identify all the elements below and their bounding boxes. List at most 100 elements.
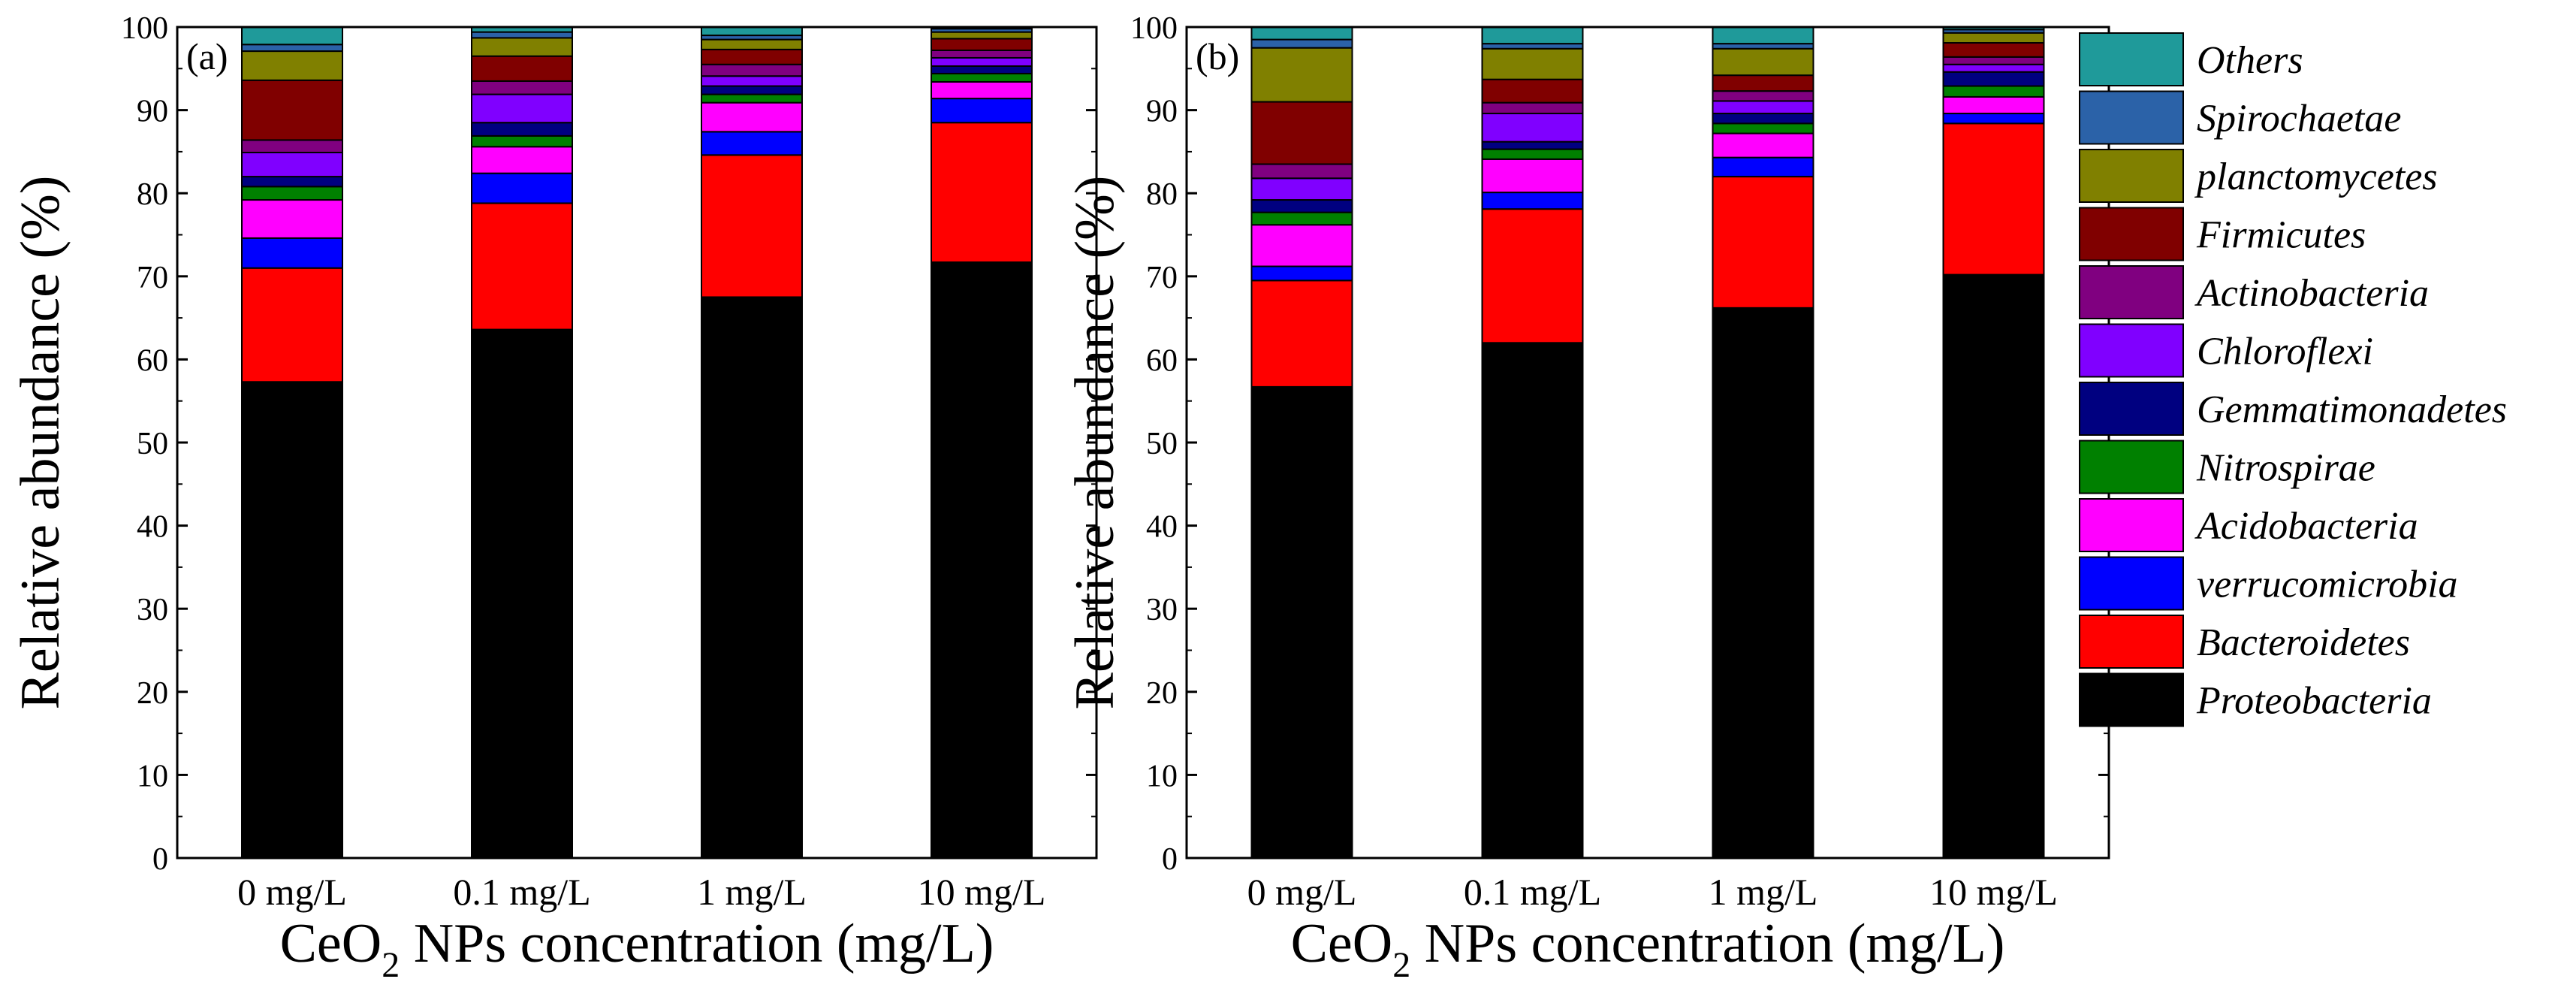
bar-a-0-1-mg-l-acidobacteria	[471, 146, 573, 174]
bar-a-1-mg-l-verrucomicrobia	[701, 131, 803, 156]
panel-label-b: (b)	[1196, 35, 1239, 77]
bar-b-0-1-mg-l-nitrospirae	[1481, 148, 1584, 160]
legend-label-nitrospirae: Nitrospirae	[2196, 447, 2375, 490]
y-tick-label-a-30: 30	[137, 593, 168, 627]
legend-label-spirochaetae: Spirochaetae	[2197, 98, 2401, 140]
legend-swatch-acidobacteria	[2079, 498, 2184, 552]
bar-a-10-mg-l-actinobacteria	[931, 49, 1033, 59]
bar-b-1-mg-l-others	[1712, 26, 1814, 45]
legend-swatch-chloroflexi	[2079, 323, 2184, 378]
bar-a-1-mg-l-actinobacteria	[701, 63, 803, 77]
bar-b-0-1-mg-l-verrucomicrobia	[1481, 192, 1584, 210]
bar-a-1-mg-l-acidobacteria	[701, 101, 803, 133]
bar-a-0-1-mg-l-firmicutes	[471, 55, 573, 82]
legend-swatch-proteobacteria	[2079, 672, 2184, 727]
y-tick-label-a-80: 80	[137, 177, 168, 212]
legend-label-planctomycetes: planctomycetes	[2194, 156, 2438, 198]
bar-a-0-1-mg-l-actinobacteria	[471, 80, 573, 95]
legend-swatch-others	[2079, 32, 2184, 86]
panel-b: 0 mg/L 0.1 mg/L 1 mg/L 10 mg/L 0 10 20 30 40 50 60…	[1064, 11, 2110, 985]
bar-a-0-1-mg-l-bacteroidetes	[471, 202, 573, 331]
bar-a-0-mg-l-planctomycetes	[241, 50, 343, 81]
y-tick-label-b-10: 10	[1146, 759, 1178, 793]
bar-a-0-mg-l-acidobacteria	[241, 199, 343, 239]
bar-b-0-mg-l-gemmatimonadetes	[1250, 199, 1353, 213]
bar-a-0-1-mg-l-gemmatimonadetes	[471, 122, 573, 137]
y-tick-label-a-70: 70	[137, 261, 168, 295]
bar-a-0-mg-l-firmicutes	[241, 79, 343, 141]
bar-b-0-mg-l-others	[1250, 26, 1353, 41]
bar-b-1-mg-l-planctomycetes	[1712, 47, 1814, 77]
bar-b-10-mg-l-gemmatimonadetes	[1942, 71, 2045, 87]
y-tick-label-a-0: 0	[152, 842, 168, 877]
bar-a-10-mg-l-acidobacteria	[931, 80, 1033, 100]
y-tick-label-a-100: 100	[121, 11, 168, 46]
bar-b-1-mg-l-bacteroidetes	[1712, 176, 1814, 309]
bar-b-1-mg-l-verrucomicrobia	[1712, 156, 1814, 178]
legend-label-firmicutes: Firmicutes	[2196, 214, 2366, 257]
bar-a-10-mg-l-firmicutes	[931, 38, 1033, 51]
bar-a-10-mg-l-planctomycetes	[931, 31, 1033, 40]
bar-b-0-mg-l-spirochaetae	[1250, 38, 1353, 49]
y-tick-label-b-100: 100	[1130, 11, 1178, 46]
legend-label-gemmatimonadetes: Gemmatimonadetes	[2197, 388, 2507, 431]
bar-a-0-mg-l-nitrospirae	[241, 186, 343, 201]
bar-a-10-mg-l-verrucomicrobia	[931, 98, 1033, 124]
legend-swatch-verrucomicrobia	[2079, 556, 2184, 611]
legend-swatch-spirochaetae	[2079, 90, 2184, 145]
category-label-a-1-mg-l: 1 mg/L	[697, 871, 807, 913]
category-label-b-0-1-mg-l: 0.1 mg/L	[1464, 871, 1601, 913]
y-tick-label-a-90: 90	[137, 95, 168, 129]
bar-a-1-mg-l-others	[701, 26, 803, 37]
bar-a-10-mg-l-proteobacteria	[931, 261, 1033, 859]
bar-b-0-mg-l-chloroflexi	[1250, 177, 1353, 201]
y-tick-label-b-80: 80	[1146, 177, 1178, 212]
y-axis-label-a: Relative abundance (%)	[10, 176, 71, 710]
bar-a-1-mg-l-planctomycetes	[701, 38, 803, 50]
legend-label-actinobacteria: Actinobacteria	[2194, 272, 2429, 315]
legend-label-proteobacteria: Proteobacteria	[2196, 680, 2432, 723]
bar-b-0-mg-l-proteobacteria	[1250, 385, 1353, 859]
legend: Others Spirochaetae planctomycetes Firmicut…	[2079, 32, 2507, 727]
y-tick-label-a-10: 10	[137, 759, 168, 793]
bar-b-10-mg-l-acidobacteria	[1942, 95, 2045, 115]
legend-swatch-planctomycetes	[2079, 149, 2184, 203]
bar-a-0-mg-l-chloroflexi	[241, 152, 343, 178]
category-label-b-0-mg-l: 0 mg/L	[1247, 871, 1357, 913]
bar-a-1-mg-l-chloroflexi	[701, 75, 803, 87]
bar-b-0-mg-l-actinobacteria	[1250, 163, 1353, 180]
category-label-a-10-mg-l: 10 mg/L	[918, 871, 1046, 913]
legend-label-verrucomicrobia: verrucomicrobia	[2197, 563, 2458, 606]
bar-b-10-mg-l-verrucomicrobia	[1942, 113, 2045, 125]
bar-b-10-mg-l-planctomycetes	[1942, 32, 2045, 44]
bar-a-0-mg-l-spirochaetae	[241, 44, 343, 53]
bar-a-1-mg-l-bacteroidetes	[701, 154, 803, 298]
bar-b-1-mg-l-proteobacteria	[1712, 307, 1814, 859]
y-axis-label-b: Relative abundance (%)	[1064, 176, 1126, 710]
bar-b-10-mg-l-proteobacteria	[1942, 273, 2045, 859]
y-tick-label-a-40: 40	[137, 510, 168, 545]
bar-b-0-mg-l-nitrospirae	[1250, 211, 1353, 226]
bar-b-0-1-mg-l-acidobacteria	[1481, 158, 1584, 194]
bar-b-0-1-mg-l-bacteroidetes	[1481, 208, 1584, 344]
y-tick-label-b-0: 0	[1162, 842, 1178, 877]
bar-a-10-mg-l-chloroflexi	[931, 56, 1033, 67]
y-tick-label-b-50: 50	[1146, 427, 1178, 461]
y-tick-label-b-60: 60	[1146, 343, 1178, 378]
y-tick-label-b-20: 20	[1146, 676, 1178, 711]
bar-a-10-mg-l-gemmatimonadetes	[931, 65, 1033, 74]
bar-a-0-1-mg-l-verrucomicrobia	[471, 172, 573, 204]
y-tick-label-b-90: 90	[1146, 95, 1178, 129]
bar-b-0-1-mg-l-proteobacteria	[1481, 342, 1584, 859]
legend-swatch-actinobacteria	[2079, 265, 2184, 319]
bar-b-0-1-mg-l-others	[1481, 26, 1584, 45]
bar-b-10-mg-l-chloroflexi	[1942, 63, 2045, 73]
bar-a-0-1-mg-l-nitrospirae	[471, 134, 573, 148]
category-label-b-10-mg-l: 10 mg/L	[1929, 871, 2058, 913]
y-tick-label-b-70: 70	[1146, 261, 1178, 295]
legend-swatch-nitrospirae	[2079, 440, 2184, 494]
y-tick-label-a-20: 20	[137, 676, 168, 711]
legend-label-others: Others	[2197, 39, 2303, 82]
legend-swatch-bacteroidetes	[2079, 615, 2184, 669]
bar-b-10-mg-l-firmicutes	[1942, 42, 2045, 58]
